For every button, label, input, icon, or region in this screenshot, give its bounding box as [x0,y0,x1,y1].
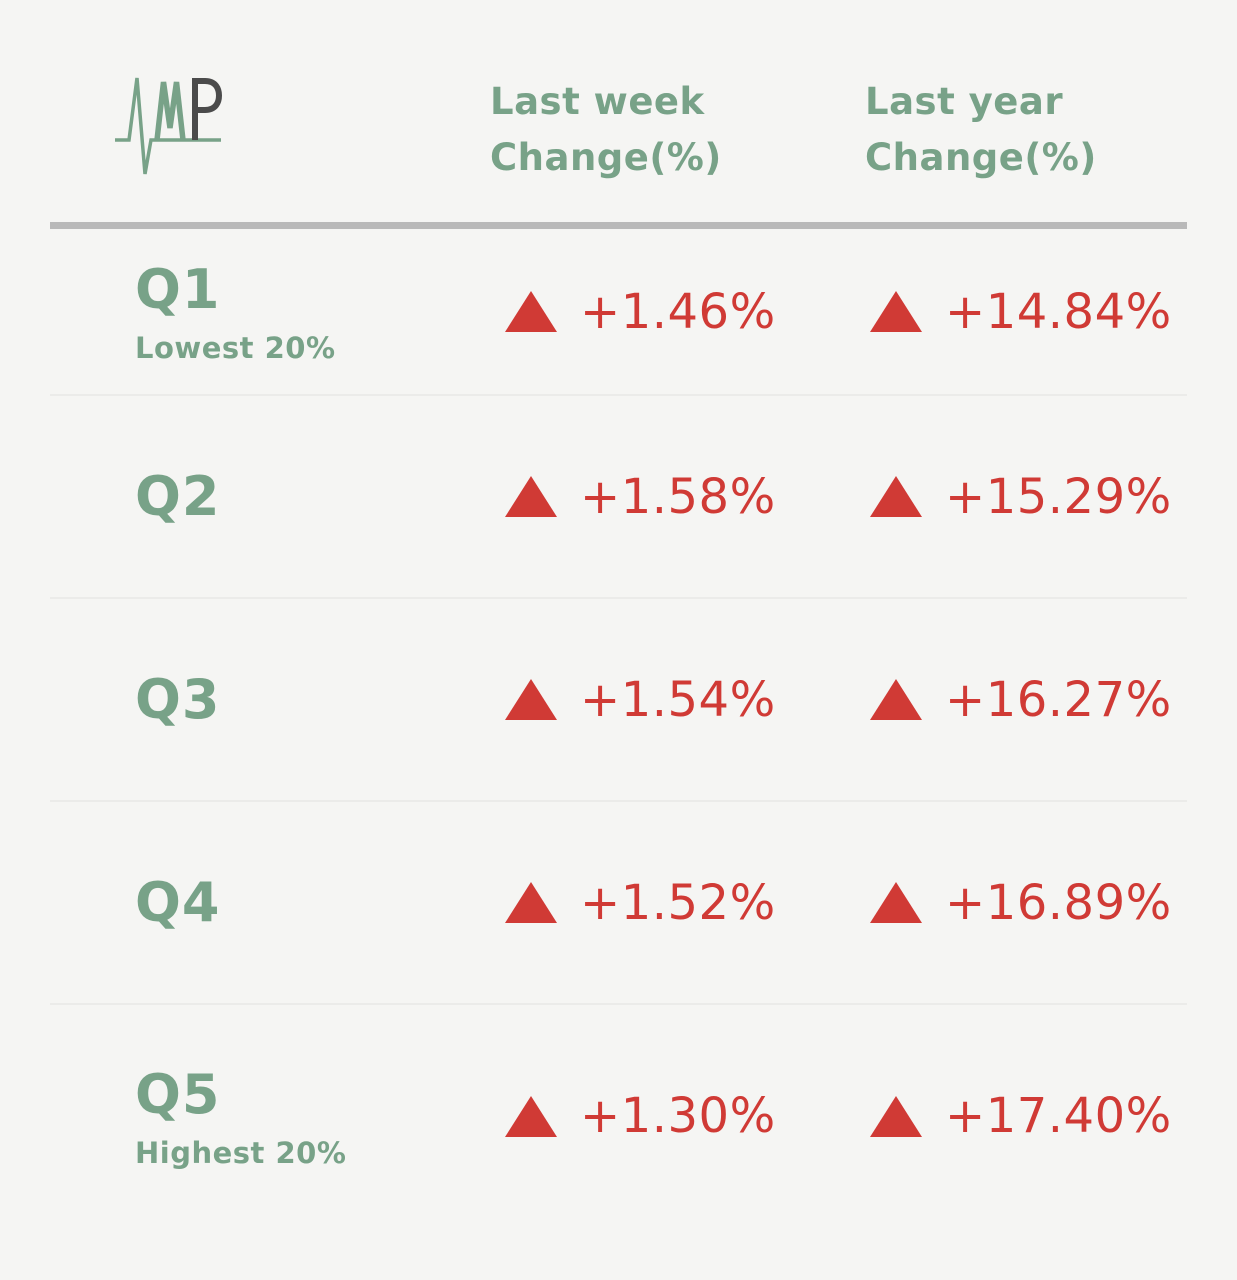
up-triangle-icon [505,882,557,923]
quintile-sublabel: Highest 20% [135,1135,347,1170]
logo [50,58,460,180]
column-header-last-week-line1: Last week [490,80,705,123]
up-triangle-icon [870,679,922,720]
year-change-value: +15.29% [945,468,1172,525]
up-triangle-icon [505,476,557,517]
week-change-cell: +1.52% [460,875,835,931]
quintile-cell: Q1 Lowest 20% [50,258,460,365]
column-header-last-year-line2: Change(%) [865,136,1097,180]
table-row-q4: Q4 +1.52% +16.89% [50,802,1187,1005]
quintile-label: Q1 [135,258,221,321]
column-header-last-year-line1: Last year [865,80,1064,123]
year-change-cell: +14.84% [835,284,1187,340]
quintile-cell: Q5 Highest 20% [50,1063,460,1170]
table-header: Last week Change(%) Last year Change(%) [50,58,1187,222]
year-change-value: +17.40% [945,1088,1172,1144]
year-change-value: +14.84% [945,283,1172,340]
quintile-cell: Q4 [50,871,460,934]
up-triangle-icon [870,882,922,923]
year-change-value: +16.27% [945,671,1172,728]
column-header-last-week-line2: Change(%) [490,136,722,180]
week-change-value: +1.46% [580,283,776,340]
up-triangle-icon [870,1095,922,1137]
quintile-sublabel: Lowest 20% [135,331,336,365]
header-divider [50,222,1187,229]
year-change-cell: +15.29% [835,469,1187,525]
up-triangle-icon [505,1095,557,1137]
week-change-cell: +1.58% [460,469,835,525]
quintile-cell: Q3 [50,668,460,731]
column-header-last-year: Last year Change(%) [835,58,1187,186]
year-change-value: +16.89% [945,874,1172,931]
week-change-cell: +1.46% [460,284,835,340]
year-change-cell: +16.89% [835,875,1187,931]
table-row-q5: Q5 Highest 20% +1.30% +17.40% [50,1005,1187,1227]
column-header-last-week: Last week Change(%) [460,58,835,186]
table-row-q1: Q1 Lowest 20% +1.46% +14.84% [50,229,1187,396]
week-change-value: +1.54% [580,671,776,728]
week-change-cell: +1.54% [460,672,835,728]
up-triangle-icon [505,291,557,332]
week-change-cell: +1.30% [460,1088,835,1144]
quintile-label: Q5 [135,1062,221,1126]
mp-pulse-logo-icon [115,77,222,175]
week-change-value: +1.30% [580,1088,776,1144]
quintile-label: Q4 [135,871,221,934]
table-row-q2: Q2 +1.58% +15.29% [50,396,1187,599]
year-change-cell: +17.40% [835,1088,1187,1144]
week-change-value: +1.58% [580,468,776,525]
up-triangle-icon [505,679,557,720]
quintile-label: Q2 [135,465,221,528]
week-change-value: +1.52% [580,874,776,931]
up-triangle-icon [870,291,922,332]
table-row-q3: Q3 +1.54% +16.27% [50,599,1187,802]
quintile-label: Q3 [135,668,221,731]
quintile-cell: Q2 [50,465,460,528]
up-triangle-icon [870,476,922,517]
year-change-cell: +16.27% [835,672,1187,728]
